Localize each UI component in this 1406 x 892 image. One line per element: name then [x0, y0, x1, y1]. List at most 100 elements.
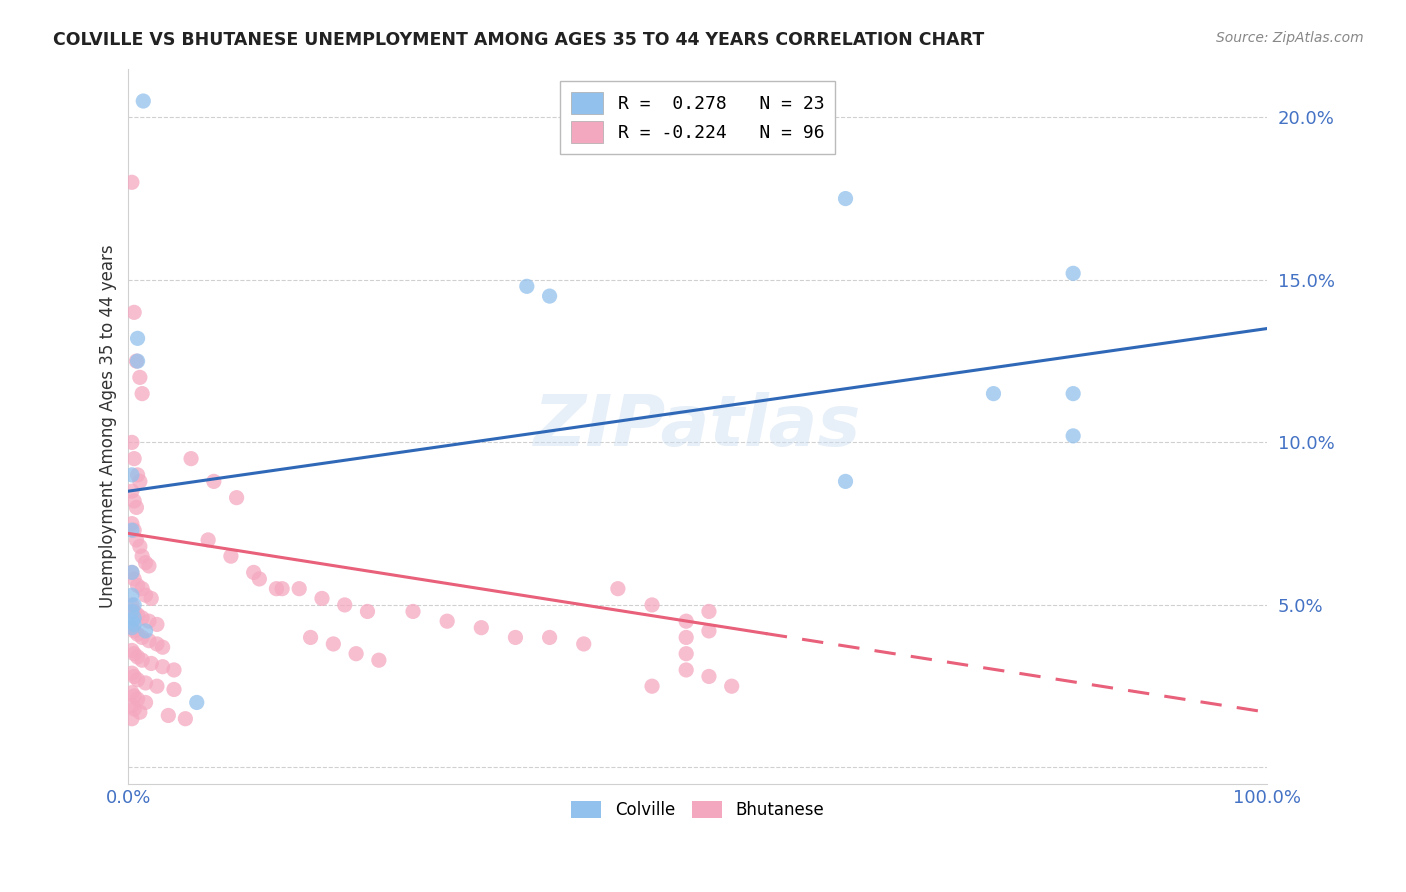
Point	[436, 614, 458, 628]
Y-axis label: Unemployment Among Ages 35 to 44 years: Unemployment Among Ages 35 to 44 years	[100, 244, 117, 608]
Point	[516, 279, 538, 293]
Point	[288, 582, 311, 596]
Point	[152, 659, 174, 673]
Point	[271, 582, 294, 596]
Point	[121, 566, 143, 580]
Point	[127, 354, 149, 368]
Point	[675, 663, 697, 677]
Point	[219, 549, 242, 564]
Point	[505, 631, 527, 645]
Point	[122, 572, 145, 586]
Point	[121, 666, 143, 681]
Point	[121, 435, 143, 450]
Point	[311, 591, 333, 606]
Point	[163, 663, 186, 677]
Point	[122, 647, 145, 661]
Point	[128, 370, 150, 384]
Point	[1062, 429, 1084, 443]
Point	[122, 689, 145, 703]
Point	[641, 598, 664, 612]
Point	[122, 702, 145, 716]
Point	[121, 588, 143, 602]
Text: COLVILLE VS BHUTANESE UNEMPLOYMENT AMONG AGES 35 TO 44 YEARS CORRELATION CHART: COLVILLE VS BHUTANESE UNEMPLOYMENT AMONG…	[53, 31, 984, 49]
Point	[135, 696, 157, 710]
Point	[127, 578, 149, 592]
Point	[983, 386, 1005, 401]
Point	[131, 386, 153, 401]
Point	[225, 491, 247, 505]
Point	[538, 631, 561, 645]
Point	[122, 598, 145, 612]
Point	[131, 549, 153, 564]
Point	[121, 516, 143, 531]
Point	[720, 679, 742, 693]
Point	[131, 611, 153, 625]
Point	[127, 467, 149, 482]
Point	[121, 614, 143, 628]
Point	[141, 591, 163, 606]
Point	[122, 523, 145, 537]
Point	[146, 617, 169, 632]
Point	[266, 582, 288, 596]
Point	[135, 676, 157, 690]
Point	[131, 653, 153, 667]
Point	[121, 621, 143, 635]
Point	[121, 686, 143, 700]
Point	[127, 673, 149, 687]
Point	[834, 192, 856, 206]
Point	[121, 643, 143, 657]
Point	[127, 649, 149, 664]
Point	[697, 624, 720, 638]
Point	[402, 604, 425, 618]
Point	[125, 500, 148, 515]
Point	[122, 604, 145, 618]
Point	[538, 289, 561, 303]
Point	[131, 582, 153, 596]
Point	[121, 175, 143, 189]
Point	[122, 305, 145, 319]
Point	[834, 475, 856, 489]
Point	[135, 556, 157, 570]
Point	[141, 657, 163, 671]
Point	[121, 523, 143, 537]
Point	[675, 614, 697, 628]
Point	[367, 653, 389, 667]
Point	[697, 604, 720, 618]
Point	[572, 637, 595, 651]
Point	[138, 633, 160, 648]
Point	[135, 588, 157, 602]
Point	[299, 631, 322, 645]
Point	[125, 533, 148, 547]
Point	[122, 494, 145, 508]
Point	[127, 627, 149, 641]
Point	[180, 451, 202, 466]
Point	[146, 637, 169, 651]
Point	[333, 598, 356, 612]
Point	[125, 354, 148, 368]
Point	[132, 94, 155, 108]
Point	[247, 572, 270, 586]
Point	[135, 624, 157, 638]
Point	[122, 611, 145, 625]
Point	[131, 631, 153, 645]
Point	[697, 669, 720, 683]
Point	[127, 607, 149, 622]
Point	[128, 705, 150, 719]
Point	[122, 669, 145, 683]
Point	[641, 679, 664, 693]
Point	[121, 604, 143, 618]
Text: Source: ZipAtlas.com: Source: ZipAtlas.com	[1216, 31, 1364, 45]
Point	[242, 566, 264, 580]
Point	[121, 698, 143, 713]
Point	[122, 617, 145, 632]
Point	[128, 475, 150, 489]
Point	[1062, 266, 1084, 280]
Point	[606, 582, 628, 596]
Point	[675, 647, 697, 661]
Point	[1062, 386, 1084, 401]
Point	[138, 558, 160, 573]
Point	[157, 708, 180, 723]
Point	[344, 647, 367, 661]
Point	[121, 598, 143, 612]
Point	[470, 621, 492, 635]
